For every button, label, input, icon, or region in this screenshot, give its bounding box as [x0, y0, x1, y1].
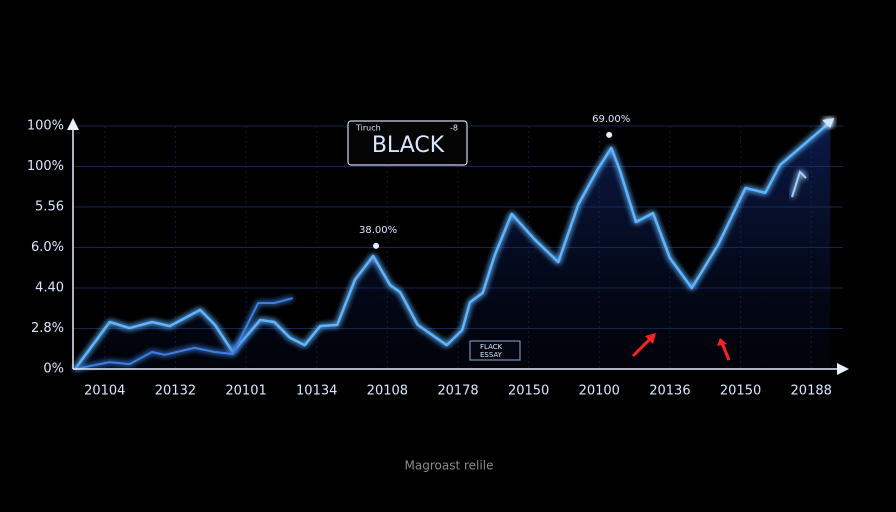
- y-tick-label: 0%: [43, 362, 64, 377]
- x-tick-label: 20104: [84, 384, 125, 399]
- area: [75, 122, 831, 369]
- line-arrowhead: [822, 117, 835, 128]
- red-arrow-head: [645, 333, 656, 344]
- red-arrow: [720, 342, 731, 361]
- x-tick-label: 20100: [579, 384, 620, 399]
- small-box-frame: [469, 340, 521, 361]
- badge-small-right: -8: [450, 124, 458, 133]
- y-tick-label: 2.8%: [31, 321, 64, 336]
- badge-title: BLACK: [372, 133, 445, 158]
- x-tick-label: 20178: [437, 384, 478, 399]
- red-arrow: [631, 336, 653, 358]
- annotation-label: 69.00%: [592, 114, 630, 125]
- caption: Magroast relile: [405, 459, 494, 473]
- badge: Tiruch -8 BLACK: [347, 120, 468, 166]
- small-box-line: FLACK: [480, 343, 503, 351]
- y-tick-label: 6.0%: [31, 240, 64, 255]
- y-tick-label: 4.40: [35, 281, 64, 296]
- x-tick-label: 10134: [296, 384, 337, 399]
- badge-small-left: Tiruch: [355, 124, 381, 133]
- x-tick-label: 20132: [155, 384, 196, 399]
- annotation-dot: [606, 131, 613, 138]
- y-tick-label: 100%: [27, 119, 64, 134]
- small-box: FLACK ESSAY: [469, 340, 521, 361]
- x-tick-label: 20150: [508, 384, 549, 399]
- red-arrows: [631, 170, 807, 361]
- x-tick-label: 20188: [791, 384, 832, 399]
- annotation-label: 38.00%: [359, 225, 397, 236]
- spark: [791, 170, 807, 198]
- badge-box: [347, 120, 468, 166]
- x-tick-label: 20101: [225, 384, 266, 399]
- line: [74, 121, 832, 370]
- x-tick-label: 20136: [649, 384, 690, 399]
- annotation-dot: [373, 242, 380, 249]
- y-tick-label: 5.56: [35, 200, 64, 215]
- red-arrow-head: [717, 338, 727, 346]
- line: [74, 297, 293, 370]
- x-tick-label: 20150: [720, 384, 761, 399]
- y-tick-label: 100%: [27, 159, 64, 174]
- small-box-line: ESSAY: [480, 351, 503, 359]
- x-tick-label: 20108: [367, 384, 408, 399]
